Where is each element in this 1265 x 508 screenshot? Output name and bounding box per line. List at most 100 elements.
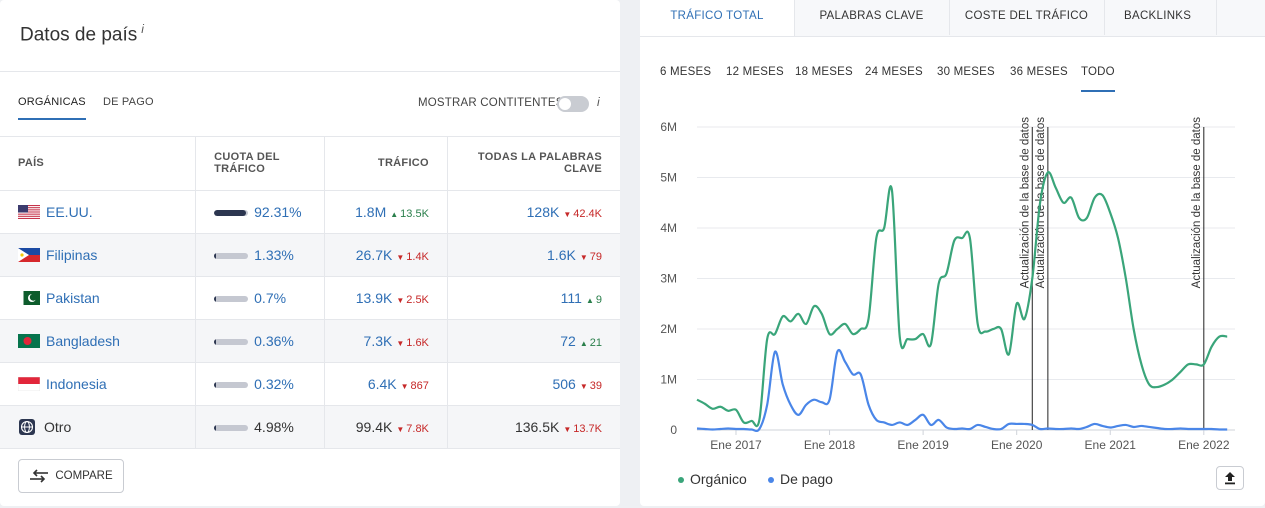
table-row: Pakistan 0.7% 13.9K ▼ 2.5K 111 ▲ 9 bbox=[0, 276, 620, 320]
keywords-value[interactable]: 72 bbox=[560, 333, 576, 349]
compare-arrows-icon bbox=[30, 469, 49, 483]
x-tick-label: Ene 2019 bbox=[897, 438, 949, 452]
range-24-months[interactable]: 24 MESES bbox=[865, 66, 923, 78]
legend-label: Orgánico bbox=[690, 471, 747, 487]
range-6-months[interactable]: 6 MESES bbox=[660, 66, 712, 78]
range-30-months[interactable]: 30 MESES bbox=[937, 66, 995, 78]
traffic-value[interactable]: 26.7K bbox=[355, 247, 393, 263]
share-bar bbox=[214, 425, 249, 432]
share-bar bbox=[214, 382, 249, 389]
tab-paid[interactable]: DE PAGO bbox=[103, 96, 154, 108]
share-bar bbox=[214, 296, 249, 303]
traffic-value[interactable]: 6.4K bbox=[367, 376, 397, 392]
legend-dot bbox=[678, 477, 684, 484]
traffic-delta: ▼ 867 bbox=[400, 380, 429, 392]
keywords-delta: ▲ 21 bbox=[579, 337, 602, 349]
country-link: Otro bbox=[44, 419, 72, 435]
compare-label: COMPARE bbox=[55, 470, 113, 482]
country-link[interactable]: Pakistan bbox=[46, 290, 100, 306]
traffic-delta: ▼ 7.8K bbox=[396, 423, 429, 435]
tab-backlinks[interactable]: BACKLINKS bbox=[1104, 0, 1217, 35]
traffic-delta: ▲ 13.5K bbox=[390, 208, 429, 220]
tab-organic[interactable]: ORGÁNICAS bbox=[18, 96, 86, 120]
x-tick-label: Ene 2018 bbox=[804, 438, 856, 452]
share-value: 0.7% bbox=[254, 290, 287, 306]
annotation-label: Actualización de la base de datos bbox=[1019, 117, 1031, 289]
x-tick-label: Ene 2021 bbox=[1085, 438, 1137, 452]
legend-organic[interactable]: Orgánico bbox=[678, 471, 747, 487]
table-row: Filipinas 1.33% 26.7K ▼ 1.4K 1.6K ▼ 79 bbox=[0, 233, 620, 277]
info-icon[interactable]: i bbox=[597, 95, 600, 109]
country-table: PAÍS CUOTA DEL TRÁFICO TRÁFICO TODAS LA … bbox=[0, 136, 620, 449]
keywords-value[interactable]: 506 bbox=[552, 376, 576, 392]
range-18-months[interactable]: 18 MESES bbox=[795, 66, 853, 78]
country-flag-icon bbox=[18, 333, 46, 349]
traffic-delta: ▼ 1.4K bbox=[396, 251, 429, 263]
chart-tab-bar: TRÁFICO TOTAL PALABRAS CLAVE COSTE DEL T… bbox=[640, 0, 1265, 37]
continents-toggle-label: MOSTRAR CONTITENTES bbox=[418, 97, 564, 109]
share-value: 92.31% bbox=[254, 204, 302, 220]
share-bar bbox=[214, 210, 249, 217]
keywords-delta: ▼ 42.4K bbox=[563, 208, 602, 220]
range-12-months[interactable]: 12 MESES bbox=[726, 66, 784, 78]
y-tick-label: 6M bbox=[660, 120, 677, 134]
share-value: 0.32% bbox=[254, 376, 294, 392]
panel-title: Datos de país i bbox=[20, 22, 144, 46]
country-link[interactable]: Filipinas bbox=[46, 247, 98, 263]
column-header-keywords[interactable]: TODAS LA PALABRAS CLAVE bbox=[447, 136, 620, 191]
column-header-traffic[interactable]: TRÁFICO bbox=[324, 136, 448, 191]
keywords-value[interactable]: 128K bbox=[526, 204, 560, 220]
x-tick-label: Ene 2022 bbox=[1178, 438, 1230, 452]
y-tick-label: 3M bbox=[660, 272, 677, 286]
x-tick-label: Ene 2020 bbox=[991, 438, 1043, 452]
column-header-country[interactable]: PAÍS bbox=[0, 136, 197, 191]
tab-total-traffic[interactable]: TRÁFICO TOTAL bbox=[640, 0, 795, 36]
traffic-value[interactable]: 1.8M bbox=[355, 204, 387, 220]
share-value: 4.98% bbox=[254, 419, 294, 435]
info-icon[interactable]: i bbox=[141, 22, 144, 36]
keywords-value: 136.5K bbox=[514, 419, 560, 435]
country-flag-icon bbox=[18, 204, 46, 220]
traffic-value[interactable]: 7.3K bbox=[363, 333, 393, 349]
keywords-delta: ▼ 13.7K bbox=[563, 423, 602, 435]
traffic-line-chart: 0 1M 2M 3M 4M 5M 6M Ene 2017 Ene 2018 Ene 2019 Ene… bbox=[660, 117, 1235, 452]
keywords-delta: ▲ 9 bbox=[585, 294, 602, 306]
traffic-delta: ▼ 2.5K bbox=[396, 294, 429, 306]
traffic-value: 99.4K bbox=[355, 419, 393, 435]
tab-traffic-cost[interactable]: COSTE DEL TRÁFICO bbox=[949, 0, 1105, 35]
country-link[interactable]: Indonesia bbox=[46, 376, 107, 392]
compare-button[interactable]: COMPARE bbox=[18, 459, 124, 493]
traffic-value[interactable]: 13.9K bbox=[355, 290, 393, 306]
table-header-row: PAÍS CUOTA DEL TRÁFICO TRÁFICO TODAS LA … bbox=[0, 136, 620, 191]
range-all[interactable]: TODO bbox=[1081, 66, 1115, 92]
country-flag-icon bbox=[18, 247, 46, 263]
series-line-paid bbox=[696, 349, 1228, 433]
table-row: Bangladesh 0.36% 7.3K ▼ 1.6K 72 ▲ 21 bbox=[0, 319, 620, 363]
keywords-delta: ▼ 39 bbox=[579, 380, 602, 392]
y-tick-label: 5M bbox=[660, 171, 677, 185]
keywords-delta: ▼ 79 bbox=[579, 251, 602, 263]
table-row: EE.UU. 92.31% 1.8M ▲ 13.5K 128K ▼ 42.4K bbox=[0, 190, 620, 234]
table-row: Indonesia 0.32% 6.4K ▼ 867 506 ▼ 39 bbox=[0, 362, 620, 406]
share-bar bbox=[214, 253, 249, 260]
keywords-value[interactable]: 1.6K bbox=[547, 247, 576, 263]
tab-keywords[interactable]: PALABRAS CLAVE bbox=[794, 0, 950, 35]
country-link[interactable]: Bangladesh bbox=[46, 333, 120, 349]
series-line-organic bbox=[696, 171, 1228, 428]
upload-icon bbox=[1225, 472, 1235, 485]
country-data-panel: Datos de país i ORGÁNICAS DE PAGO MOSTRAR… bbox=[0, 0, 620, 506]
x-tick-label: Ene 2017 bbox=[710, 438, 762, 452]
range-36-months[interactable]: 36 MESES bbox=[1010, 66, 1068, 78]
divider bbox=[0, 71, 620, 72]
y-tick-label: 2M bbox=[660, 322, 677, 336]
keywords-value[interactable]: 111 bbox=[560, 290, 582, 306]
country-flag-icon bbox=[18, 376, 46, 392]
continents-toggle[interactable] bbox=[557, 96, 589, 112]
table-row: Otro 4.98% 99.4K ▼ 7.8K 136.5K ▼ 13.7K bbox=[0, 405, 620, 449]
column-header-share[interactable]: CUOTA DEL TRÁFICO bbox=[195, 136, 326, 191]
legend-paid[interactable]: De pago bbox=[768, 471, 833, 487]
legend-label: De pago bbox=[780, 471, 833, 487]
export-button[interactable] bbox=[1216, 466, 1244, 490]
country-link[interactable]: EE.UU. bbox=[46, 204, 93, 220]
country-flag-icon bbox=[18, 290, 46, 306]
